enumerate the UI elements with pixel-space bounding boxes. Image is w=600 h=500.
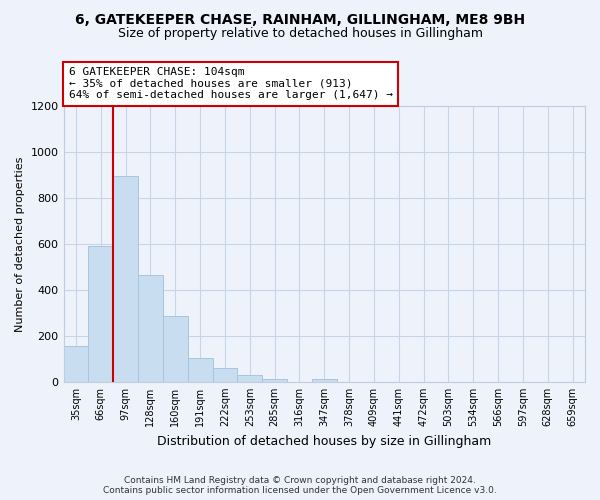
Bar xyxy=(262,379,287,382)
Bar xyxy=(188,358,212,382)
X-axis label: Distribution of detached houses by size in Gillingham: Distribution of detached houses by size … xyxy=(157,434,491,448)
Bar xyxy=(212,368,238,382)
Y-axis label: Number of detached properties: Number of detached properties xyxy=(15,156,25,332)
Bar xyxy=(163,316,188,382)
Bar xyxy=(88,246,113,382)
Bar xyxy=(312,379,337,382)
Text: Contains HM Land Registry data © Crown copyright and database right 2024.
Contai: Contains HM Land Registry data © Crown c… xyxy=(103,476,497,495)
Bar xyxy=(64,346,88,382)
Text: Size of property relative to detached houses in Gillingham: Size of property relative to detached ho… xyxy=(118,28,482,40)
Bar xyxy=(238,376,262,382)
Text: 6 GATEKEEPER CHASE: 104sqm
← 35% of detached houses are smaller (913)
64% of sem: 6 GATEKEEPER CHASE: 104sqm ← 35% of deta… xyxy=(69,67,393,100)
Bar xyxy=(138,275,163,382)
Text: 6, GATEKEEPER CHASE, RAINHAM, GILLINGHAM, ME8 9BH: 6, GATEKEEPER CHASE, RAINHAM, GILLINGHAM… xyxy=(75,12,525,26)
Bar xyxy=(113,176,138,382)
